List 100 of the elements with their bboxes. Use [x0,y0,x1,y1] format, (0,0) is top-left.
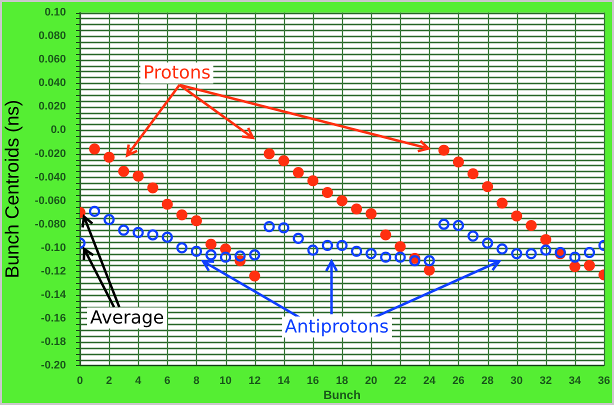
x-tick-label: 28 [481,375,494,388]
x-tick-label: 2 [106,375,112,388]
point [118,166,130,177]
x-tick-label: 0 [76,375,84,388]
point [424,264,435,276]
y-tick-label: -0.12 [40,265,66,278]
point [496,243,508,255]
point [452,156,464,168]
point [526,248,537,260]
point [424,255,435,266]
y-tick-label: -0.18 [40,336,66,348]
y-tick-label: 0.10 [44,6,66,19]
x-tick-label: 30 [510,375,523,388]
y-tick-label: -0.060 [34,194,66,207]
point [205,238,216,250]
point [482,181,494,192]
point [292,232,304,244]
point [366,248,377,260]
point [307,244,318,256]
point [438,144,450,156]
point [176,242,188,254]
point [482,237,494,249]
x-tick-label: 26 [452,375,465,388]
point [220,252,232,263]
y-tick-label: -0.14 [40,288,67,301]
point [147,229,158,240]
x-tick-label: 18 [336,375,348,388]
point [526,220,537,231]
point [336,240,348,252]
x-tick-label: 6 [164,375,170,388]
point [264,221,275,232]
point [104,214,115,226]
y-tick-label: -0.20 [40,359,66,372]
point [336,195,348,206]
point [452,220,464,232]
point [409,255,420,266]
point [264,148,275,160]
point [394,241,406,252]
point [249,270,260,282]
point [496,198,508,209]
point [132,170,144,182]
point [176,209,188,220]
point [89,144,100,155]
text: Protons [140,62,214,84]
y-tick-label: 0.040 [38,77,66,90]
point [249,249,260,260]
x-tick-label: 32 [540,375,552,388]
x-tick-label: 20 [364,375,378,388]
point [511,248,522,260]
y-axis-title: Bunch Centroids (ns) [2,100,24,278]
point [350,246,362,257]
x-tick-label: 14 [278,375,291,388]
text: Antiprotons [282,316,392,338]
y-tick-label: 0.020 [38,100,66,113]
point [190,246,202,257]
point [118,224,130,236]
y-tick-label: -0.10 [40,242,66,254]
point [307,175,318,186]
y-tick-label: 0.080 [38,30,66,42]
x-tick-label: 10 [219,375,232,388]
point [366,208,377,220]
point [162,232,173,243]
x-tick-label: 34 [568,375,582,388]
point [292,167,304,178]
x-tick-label: 22 [394,375,406,388]
y-tick-label: -0.040 [34,171,66,184]
y-tick-label: -0.080 [34,218,66,230]
point [511,210,522,222]
point [584,260,595,271]
point [380,252,392,263]
point [569,261,580,272]
point [205,249,217,260]
point [104,152,115,163]
point [132,226,144,238]
point [540,244,552,256]
x-tick-label: 12 [248,375,261,388]
point [322,240,334,252]
point [147,182,158,194]
point [467,230,479,242]
point [351,203,362,214]
point [584,246,596,258]
y-tick-label: -0.16 [40,312,66,324]
point [278,155,290,166]
point [162,198,173,210]
point [380,229,392,240]
point [468,168,478,180]
y-tick-label: 0.0 [50,124,66,136]
point [394,252,406,263]
x-tick-label: 8 [193,375,200,388]
point [278,222,290,234]
point [88,206,100,217]
x-tick-label: 16 [306,375,320,388]
point [569,252,580,263]
y-tick-label: -0.020 [34,148,66,160]
x-tick-label: 4 [135,375,142,388]
point [190,215,202,226]
point [438,218,450,230]
x-tick-label: 36 [598,375,610,388]
annotation: Average [87,307,168,328]
point [234,250,246,262]
